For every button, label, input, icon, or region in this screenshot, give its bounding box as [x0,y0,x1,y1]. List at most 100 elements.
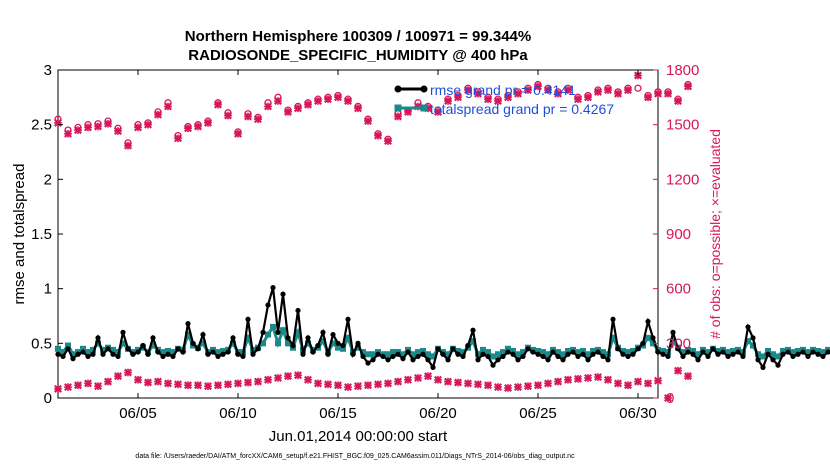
obs-evaluated-point [584,93,592,102]
obs-evaluated-point [324,380,332,389]
totalspread-point [510,347,516,354]
rmse-point [255,346,261,352]
obs-evaluated-point [664,394,672,402]
totalspread-point [585,351,591,358]
obs-evaluated-point [494,96,502,105]
obs-evaluated-point [184,124,192,133]
obs-evaluated-point [484,95,492,104]
rmse-point [300,351,306,357]
totalspread-point [390,349,396,356]
rmse-point [285,335,291,341]
totalspread-point [555,349,561,356]
y-right-tick-label: 1500 [666,117,699,134]
totalspread-point [95,340,101,347]
obs-evaluated-point [214,381,222,390]
rmse-point [645,318,651,325]
y-axis-right-ticks: 0 300 600 900 1200 1500 1800 [653,62,699,407]
totalspread-point [770,351,776,358]
rmse-point [85,353,91,360]
totalspread-point [345,334,351,341]
rmse-point [750,335,756,341]
rmse-point [395,351,401,357]
obs-evaluated-point [504,93,512,102]
rmse-point [675,346,681,352]
y-left-tick-label: 2 [44,171,52,188]
rmse-point [200,331,206,338]
obs-evaluated-point [584,373,592,382]
totalspread-point [365,351,371,358]
obs-possible-point [634,84,642,92]
legend-spread-marker-left [394,104,402,112]
obs-evaluated-point [114,127,122,136]
obs-evaluated-point [454,93,462,102]
x-axis-label: Jun.01,2014 00:00:00 start [269,428,448,445]
obs-evaluated-point [514,383,522,392]
obs-evaluated-point [604,375,612,384]
rmse-point [545,357,551,363]
rmse-point [505,349,511,355]
totalspread-point [620,347,626,354]
obs-evaluated-point [424,372,432,381]
rmse-point [115,353,121,360]
obs-evaluated-point [574,95,582,104]
rmse-point [170,353,176,360]
obs-evaluated-point [344,96,352,105]
rmse-point [575,353,581,360]
totalspread-point [565,347,571,354]
obs-evaluated-point [344,383,352,392]
rmse-point [430,364,436,370]
rmse-point [150,335,156,341]
totalspread-point [165,347,171,354]
rmse-point [820,353,826,360]
obs-evaluated-point [324,95,332,104]
obs-evaluated-point [124,141,132,150]
rmse-point [600,353,606,360]
obs-evaluated-point [564,86,572,95]
chart-title-line1: Northern Hemisphere 100309 / 100971 = 99… [185,28,531,45]
totalspread-point [730,347,736,354]
rmse-point [580,351,586,357]
obs-evaluated-point [164,102,172,111]
rmse-point [75,351,81,357]
rmse-point [485,353,491,360]
rmse-point [385,357,391,363]
y-left-tick-label: 3 [44,62,52,79]
totalspread-point [805,349,811,356]
rmse-point [250,351,256,357]
rmse-point [670,329,676,335]
obs-evaluated-point [104,377,112,386]
totalspread-point [590,347,596,354]
rmse-point [95,335,101,341]
rmse-point [700,349,706,355]
obs-evaluated-point [674,366,682,375]
obs-evaluated-point [404,375,412,384]
rmse-point [490,362,496,368]
rmse-point [330,331,336,338]
rmse-point [735,349,741,355]
obs-evaluated-point [524,86,532,95]
rmse-point [245,316,251,322]
rmse-point [325,351,331,357]
obs-evaluated-point [334,381,342,390]
rmse-point [765,351,771,357]
totalspread-point [535,347,541,354]
rmse-point [715,351,721,357]
rmse-point [105,346,111,352]
totalspread-point [185,331,191,338]
y-left-tick-label: 0.5 [31,335,52,352]
totalspread-point [80,345,86,352]
obs-evaluated-point [414,373,422,382]
obs-evaluated-point [334,93,342,102]
obs-evaluated-point [304,375,312,384]
obs-evaluated-point [394,377,402,386]
y-axis-left-ticks: 0 0.5 1 1.5 2 2.5 3 [31,62,63,407]
obs-evaluated-point [174,380,182,389]
obs-evaluated-point [354,104,362,113]
totalspread-point [425,351,431,358]
rmse-point [335,340,341,346]
obs-evaluated-point [84,123,92,132]
totalspread-point [520,349,526,356]
rmse-point [215,353,221,360]
rmse-point [730,351,736,357]
totalspread-point [330,340,336,347]
